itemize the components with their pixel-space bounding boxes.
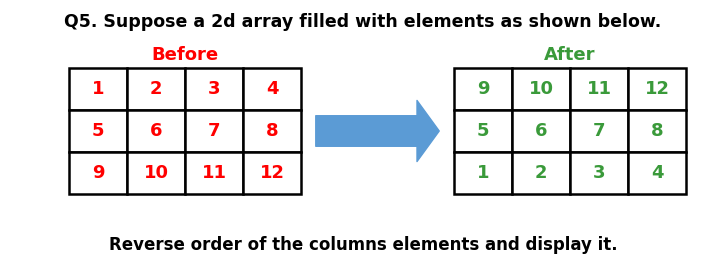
Text: 7: 7 (208, 122, 220, 140)
Text: 1: 1 (477, 164, 489, 182)
Text: 12: 12 (645, 80, 669, 98)
Text: 12: 12 (259, 164, 285, 182)
Bar (570, 110, 628, 152)
Bar (454, 152, 512, 194)
Text: 1: 1 (91, 80, 105, 98)
Bar (512, 68, 570, 110)
Text: 3: 3 (208, 80, 220, 98)
Bar (628, 68, 686, 110)
Bar (512, 110, 570, 152)
Bar (69, 110, 127, 152)
Bar (243, 152, 301, 194)
Text: 9: 9 (477, 80, 489, 98)
Bar (185, 68, 243, 110)
Bar (570, 68, 628, 110)
Bar (127, 68, 185, 110)
Text: 10: 10 (529, 80, 553, 98)
Text: 11: 11 (587, 80, 611, 98)
Text: After: After (544, 46, 596, 64)
Text: 8: 8 (650, 122, 664, 140)
Text: 9: 9 (91, 164, 105, 182)
Text: 2: 2 (150, 80, 162, 98)
Text: Q5. Suppose a 2d array filled with elements as shown below.: Q5. Suppose a 2d array filled with eleme… (65, 13, 661, 31)
Text: 8: 8 (266, 122, 278, 140)
Bar (628, 152, 686, 194)
Bar (243, 68, 301, 110)
Bar (127, 110, 185, 152)
Text: 10: 10 (144, 164, 168, 182)
Bar (185, 152, 243, 194)
Text: 4: 4 (266, 80, 278, 98)
Text: 6: 6 (535, 122, 547, 140)
Bar (243, 110, 301, 152)
Text: 3: 3 (592, 164, 605, 182)
Text: 7: 7 (592, 122, 605, 140)
Text: Reverse order of the columns elements and display it.: Reverse order of the columns elements an… (109, 236, 617, 254)
Text: 6: 6 (150, 122, 162, 140)
Bar (69, 68, 127, 110)
Text: 11: 11 (202, 164, 227, 182)
Bar (69, 152, 127, 194)
Text: Before: Before (152, 46, 219, 64)
Text: 5: 5 (477, 122, 489, 140)
Bar (628, 110, 686, 152)
Bar (127, 152, 185, 194)
Text: 4: 4 (650, 164, 664, 182)
Bar (512, 152, 570, 194)
Text: 5: 5 (91, 122, 105, 140)
Bar (454, 110, 512, 152)
Bar (570, 152, 628, 194)
Text: 2: 2 (535, 164, 547, 182)
Bar (454, 68, 512, 110)
Bar (185, 110, 243, 152)
